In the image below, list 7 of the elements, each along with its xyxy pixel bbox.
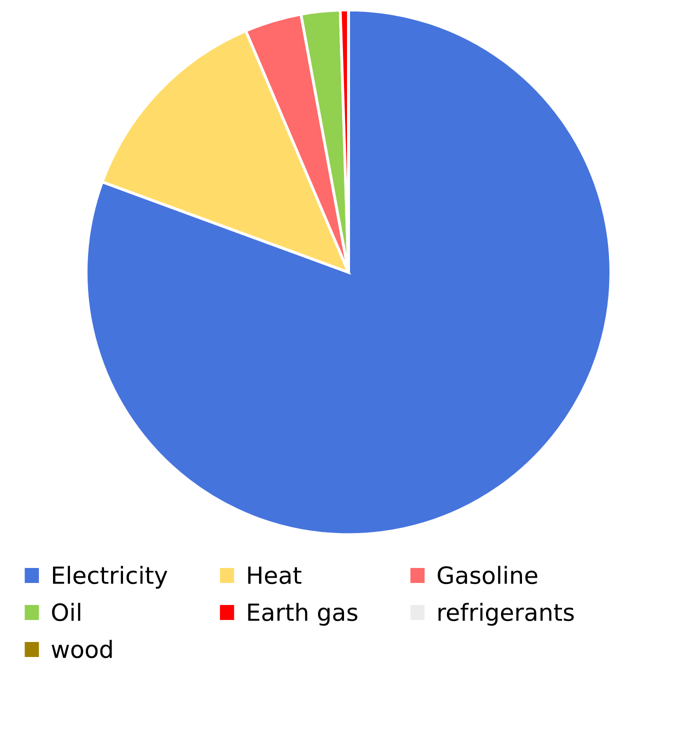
legend-label: wood (52, 640, 112, 658)
legend-label: Gasoline (438, 566, 538, 584)
legend-label: refrigerants (438, 602, 574, 626)
legend-label: Oil (52, 602, 80, 622)
legend-label: Heat (248, 566, 302, 584)
legend-label: Electricity (53, 566, 168, 589)
legend-label: Earth gas (248, 602, 358, 626)
